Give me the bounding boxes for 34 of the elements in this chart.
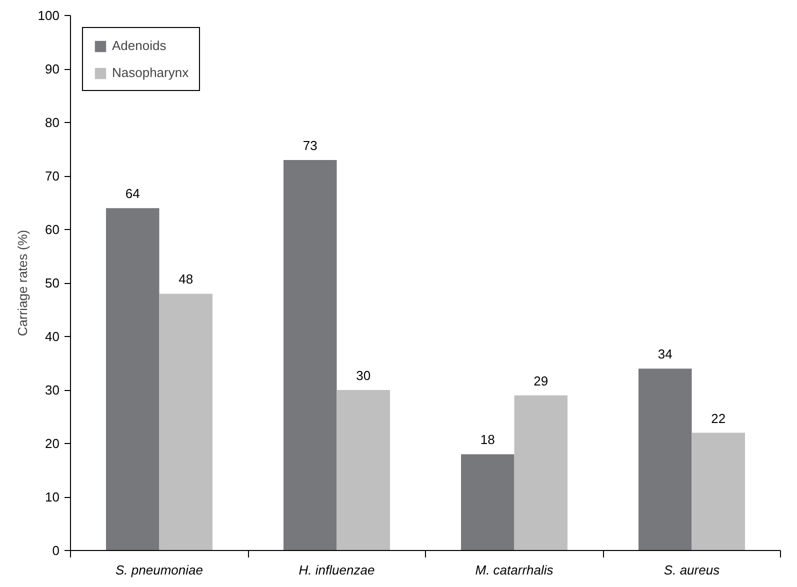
x-tick-label: M. catarrhalis <box>475 562 554 578</box>
data-label: 73 <box>302 138 318 153</box>
bar <box>461 454 514 550</box>
data-label: 18 <box>480 432 495 448</box>
y-tick-label: 90 <box>45 62 60 76</box>
y-tick-label: 50 <box>45 276 60 290</box>
legend-label: Nasopharynx <box>112 65 189 80</box>
data-label: 22 <box>711 410 726 426</box>
bar <box>514 395 568 550</box>
y-tick-label: 100 <box>38 8 60 23</box>
y-tick-label: 80 <box>45 115 60 130</box>
y-tick-label: 70 <box>45 168 60 184</box>
y-tick-label: 20 <box>45 436 60 451</box>
y-tick-label: 60 <box>45 222 60 237</box>
legend-label: Adenoids <box>112 38 166 53</box>
y-tick-label: 40 <box>45 329 60 344</box>
data-label: 64 <box>125 186 140 202</box>
data-label: 48 <box>178 272 194 287</box>
x-tick-label: S. aureus <box>664 562 720 578</box>
y-tick-label: 10 <box>45 490 60 504</box>
x-tick-label: H. influenzae <box>298 562 375 578</box>
y-tick-label: 30 <box>45 382 60 398</box>
bar <box>336 390 390 550</box>
bar <box>284 160 337 550</box>
data-label: 34 <box>658 346 672 362</box>
data-label: 30 <box>356 368 371 383</box>
x-tick-label: S. pneumoniae <box>116 562 203 578</box>
y-axis-title: Carriage rates (%) <box>14 230 30 336</box>
bar <box>638 368 692 550</box>
bar <box>692 432 745 550</box>
data-label: 29 <box>534 373 548 388</box>
y-tick-label: 0 <box>52 543 60 558</box>
bar <box>106 208 160 550</box>
bar <box>159 294 212 550</box>
